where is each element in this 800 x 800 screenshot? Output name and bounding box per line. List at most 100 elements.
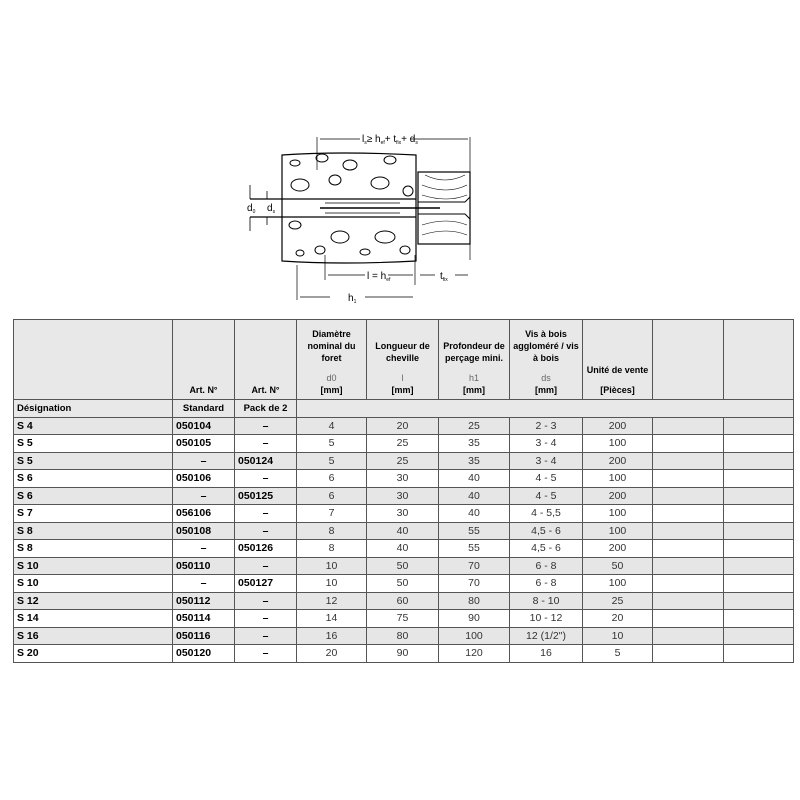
length-cell: 25 xyxy=(366,434,439,453)
empty-cell xyxy=(652,416,724,435)
header-empty xyxy=(13,319,173,400)
designation-cell: S 4 xyxy=(13,416,173,435)
empty-cell xyxy=(652,591,724,610)
table-row: S 12 050112–12 60 80 8 - 10 25 xyxy=(13,591,794,610)
depth-cell: 25 xyxy=(438,416,510,435)
art-standard-cell: – xyxy=(172,451,235,470)
header-art-pack: Art. N° xyxy=(234,319,297,400)
header-drill-diameter: Diamètre nominal du foret d0 [mm] xyxy=(296,319,367,400)
table-row: S 5 050105–5 25 35 3 - 4 100 xyxy=(13,434,794,453)
empty-cell xyxy=(652,539,724,558)
table-row: S 7 056106–7 30 40 4 - 5,5 100 xyxy=(13,504,794,523)
empty-cell xyxy=(652,451,724,470)
table-row: S 20 050120–20 90 120 16 5 xyxy=(13,644,794,663)
length-cell: 60 xyxy=(366,591,439,610)
drill-diameter-cell: 12 xyxy=(296,591,367,610)
empty-cell xyxy=(723,486,794,505)
art-standard-cell: 050105 xyxy=(172,434,235,453)
table-row: S 14 050114–14 75 90 10 - 12 20 xyxy=(13,609,794,628)
drill-diameter-cell: 16 xyxy=(296,626,367,645)
art-standard-cell: 050106 xyxy=(172,469,235,488)
designation-cell: S 16 xyxy=(13,626,173,645)
screw-cell: 6 - 8 xyxy=(509,574,583,593)
length-cell: 30 xyxy=(366,469,439,488)
designation-cell: S 10 xyxy=(13,556,173,575)
art-pack-cell: – xyxy=(234,609,297,628)
art-standard-cell: 050108 xyxy=(172,521,235,540)
designation-cell: S 10 xyxy=(13,574,173,593)
length-cell: 30 xyxy=(366,504,439,523)
screw-cell: 6 - 8 xyxy=(509,556,583,575)
header-length: Longueur de cheville l [mm] xyxy=(366,319,439,400)
screw-cell: 16 xyxy=(509,644,583,663)
art-standard-cell: 050120 xyxy=(172,644,235,663)
table-row: S 4 050104–4 20 25 2 - 3 200 xyxy=(13,416,794,435)
empty-cell xyxy=(723,504,794,523)
screw-cell: 10 - 12 xyxy=(509,609,583,628)
length-cell: 40 xyxy=(366,521,439,540)
pack-header: Pack de 2 xyxy=(234,399,297,418)
empty-cell xyxy=(723,609,794,628)
length-cell: 75 xyxy=(366,609,439,628)
screw-cell: 2 - 3 xyxy=(509,416,583,435)
depth-cell: 55 xyxy=(438,521,510,540)
empty-cell xyxy=(723,539,794,558)
sales-unit-cell: 200 xyxy=(582,539,653,558)
depth-cell: 40 xyxy=(438,486,510,505)
empty-cell xyxy=(652,504,724,523)
screw-cell: 4,5 - 6 xyxy=(509,539,583,558)
art-pack-cell: – xyxy=(234,521,297,540)
art-standard-cell: – xyxy=(172,574,235,593)
depth-cell: 55 xyxy=(438,539,510,558)
table-row: S 8–050126 8 40 55 4,5 - 6 200 xyxy=(13,539,794,558)
length-cell: 40 xyxy=(366,539,439,558)
empty-cell xyxy=(723,591,794,610)
header-sales-unit: Unité de vente [Pièces] xyxy=(582,319,653,400)
drill-diameter-cell: 10 xyxy=(296,574,367,593)
art-pack-cell: 050126 xyxy=(234,539,297,558)
sales-unit-cell: 200 xyxy=(582,451,653,470)
designation-cell: S 8 xyxy=(13,539,173,558)
depth-cell: 70 xyxy=(438,556,510,575)
table-row: S 10 050110–10 50 70 6 - 8 50 xyxy=(13,556,794,575)
designation-cell: S 5 xyxy=(13,451,173,470)
length-cell: 20 xyxy=(366,416,439,435)
header-empty xyxy=(652,319,724,400)
screw-cell: 4 - 5 xyxy=(509,469,583,488)
d0-label: d0 xyxy=(247,203,256,215)
length-cell: 30 xyxy=(366,486,439,505)
length-cell: 90 xyxy=(366,644,439,663)
screw-cell: 4 - 5 xyxy=(509,486,583,505)
screw-cell: 12 (1/2") xyxy=(509,626,583,645)
designation-cell: S 20 xyxy=(13,644,173,663)
drill-diameter-cell: 6 xyxy=(296,469,367,488)
depth-cell: 40 xyxy=(438,504,510,523)
l-eq-hef-label: l = hef xyxy=(367,271,391,283)
sales-unit-cell: 5 xyxy=(582,644,653,663)
screw-cell: 3 - 4 xyxy=(509,434,583,453)
empty-cell xyxy=(723,556,794,575)
header-empty xyxy=(723,319,794,400)
empty-cell xyxy=(652,486,724,505)
art-standard-cell: 056106 xyxy=(172,504,235,523)
empty-cell xyxy=(652,644,724,663)
drill-diameter-cell: 6 xyxy=(296,486,367,505)
art-pack-cell: – xyxy=(234,626,297,645)
art-pack-cell: – xyxy=(234,591,297,610)
designation-cell: S 14 xyxy=(13,609,173,628)
length-cell: 25 xyxy=(366,451,439,470)
empty-cell xyxy=(723,644,794,663)
drill-diameter-cell: 7 xyxy=(296,504,367,523)
depth-cell: 35 xyxy=(438,434,510,453)
art-pack-cell: – xyxy=(234,434,297,453)
sales-unit-cell: 100 xyxy=(582,434,653,453)
table-row: S 16 050116–16 80 100 12 (1/2") 10 xyxy=(13,626,794,645)
designation-header: Désignation xyxy=(13,399,173,418)
depth-cell: 80 xyxy=(438,591,510,610)
standard-header: Standard xyxy=(172,399,235,418)
header-screw: Vis à bois aggloméré / vis à bois ds [mm] xyxy=(509,319,583,400)
art-standard-cell: 050104 xyxy=(172,416,235,435)
table-row: S 6 050106–6 30 40 4 - 5 100 xyxy=(13,469,794,488)
dowel-specs-table: Art. N° Art. N° Diamètre nominal du fore… xyxy=(13,319,794,663)
art-pack-cell: – xyxy=(234,644,297,663)
